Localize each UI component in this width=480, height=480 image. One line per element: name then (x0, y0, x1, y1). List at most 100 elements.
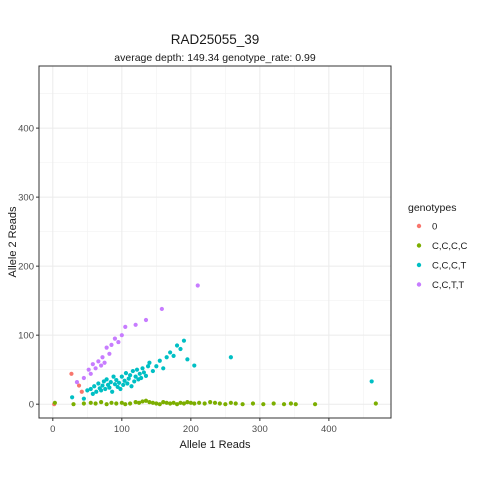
point-1-6 (104, 402, 109, 407)
point-2-0 (70, 395, 75, 400)
point-0-1 (69, 371, 74, 376)
point-1-3 (88, 400, 93, 405)
x-axis-title: Allele 1 Reads (180, 439, 251, 451)
point-2-50 (171, 353, 176, 358)
point-2-43 (147, 360, 152, 365)
point-2-39 (140, 366, 145, 371)
point-3-18 (143, 317, 149, 323)
point-2-35 (134, 367, 140, 372)
data-points (52, 283, 378, 407)
point-1-1 (71, 402, 76, 407)
point-2-7 (96, 381, 101, 386)
point-3-10 (104, 345, 109, 350)
point-1-18 (154, 401, 159, 406)
point-2-56 (228, 355, 233, 360)
point-1-43 (288, 401, 294, 406)
point-1-2 (81, 401, 86, 406)
point-2-16 (108, 380, 113, 385)
point-1-33 (212, 400, 218, 405)
point-3-19 (159, 306, 164, 312)
point-3-16 (123, 324, 128, 329)
point-3-13 (112, 336, 118, 341)
chart-title: RAD25055_39 (171, 32, 260, 47)
point-2-41 (143, 373, 149, 378)
point-2-27 (123, 371, 129, 376)
y-axis-title: Allele 2 Reads (7, 206, 19, 277)
point-2-10 (100, 383, 105, 388)
point-2-42 (145, 364, 151, 369)
legend-key-1 (416, 243, 422, 248)
legend-key-3 (416, 282, 422, 287)
point-1-16 (147, 400, 152, 405)
x-tick-label-3: 300 (252, 424, 268, 435)
point-1-12 (133, 400, 138, 405)
point-1-28 (188, 400, 193, 405)
point-2-17 (110, 389, 115, 394)
y-tick-label-0: 0 (29, 400, 34, 411)
point-2-12 (103, 386, 108, 392)
point-3-4 (90, 362, 95, 367)
point-1-35 (223, 402, 228, 407)
legend-label-0: 0 (432, 222, 437, 233)
point-3-20 (195, 283, 200, 288)
point-2-40 (141, 370, 147, 375)
plot-panel (39, 66, 391, 418)
point-1-41 (271, 401, 276, 406)
x-tick-label-1: 100 (114, 424, 130, 435)
legend-key-2 (416, 262, 422, 268)
point-1-39 (250, 401, 256, 406)
point-2-46 (157, 358, 162, 363)
point-2-18 (111, 374, 116, 379)
point-1-26 (181, 401, 187, 406)
point-2-49 (168, 350, 173, 355)
point-2-2 (85, 388, 90, 393)
x-tick-label-2: 200 (183, 424, 199, 435)
point-1-9 (119, 400, 124, 405)
point-2-37 (137, 371, 142, 376)
point-1-32 (208, 400, 213, 405)
point-1-8 (114, 401, 119, 406)
point-2-44 (150, 368, 155, 374)
point-2-4 (90, 391, 95, 396)
point-1-23 (171, 400, 176, 405)
point-2-6 (94, 389, 99, 394)
point-2-28 (125, 381, 130, 386)
y-tick-label-3: 300 (18, 193, 34, 204)
point-1-40 (261, 402, 266, 407)
point-3-1 (81, 375, 86, 381)
point-2-26 (122, 378, 127, 383)
x-tick-label-0: 0 (50, 424, 55, 435)
point-2-23 (118, 386, 123, 392)
point-1-7 (109, 400, 114, 405)
y-tick-label-2: 200 (18, 262, 34, 273)
point-1-24 (174, 402, 180, 407)
point-3-11 (107, 351, 112, 356)
grid-major (39, 66, 391, 418)
point-0-3 (76, 383, 82, 388)
point-0-2 (79, 389, 84, 394)
point-2-45 (154, 364, 159, 369)
chart-subtitle: average depth: 149.34 genotype_rate: 0.9… (114, 52, 316, 64)
point-1-0 (52, 400, 57, 405)
legend-title: genotypes (408, 202, 456, 214)
point-1-46 (373, 401, 378, 406)
x-axis-ticks: 0 100 200 300 400 (50, 418, 337, 435)
point-2-25 (121, 382, 126, 387)
point-1-10 (123, 402, 128, 407)
y-axis-ticks: 0 100 200 300 400 (18, 124, 39, 411)
point-2-22 (116, 380, 122, 385)
point-3-3 (88, 371, 93, 376)
point-1-29 (192, 401, 197, 406)
y-tick-label-1: 100 (18, 331, 34, 342)
point-1-17 (150, 400, 155, 405)
point-2-20 (114, 377, 119, 383)
point-1-42 (281, 402, 287, 407)
point-1-37 (233, 401, 238, 406)
point-1-21 (164, 400, 169, 405)
point-3-2 (86, 367, 91, 372)
point-2-52 (178, 346, 183, 352)
point-1-13 (136, 400, 142, 405)
point-3-5 (93, 366, 98, 371)
point-1-15 (143, 398, 149, 403)
